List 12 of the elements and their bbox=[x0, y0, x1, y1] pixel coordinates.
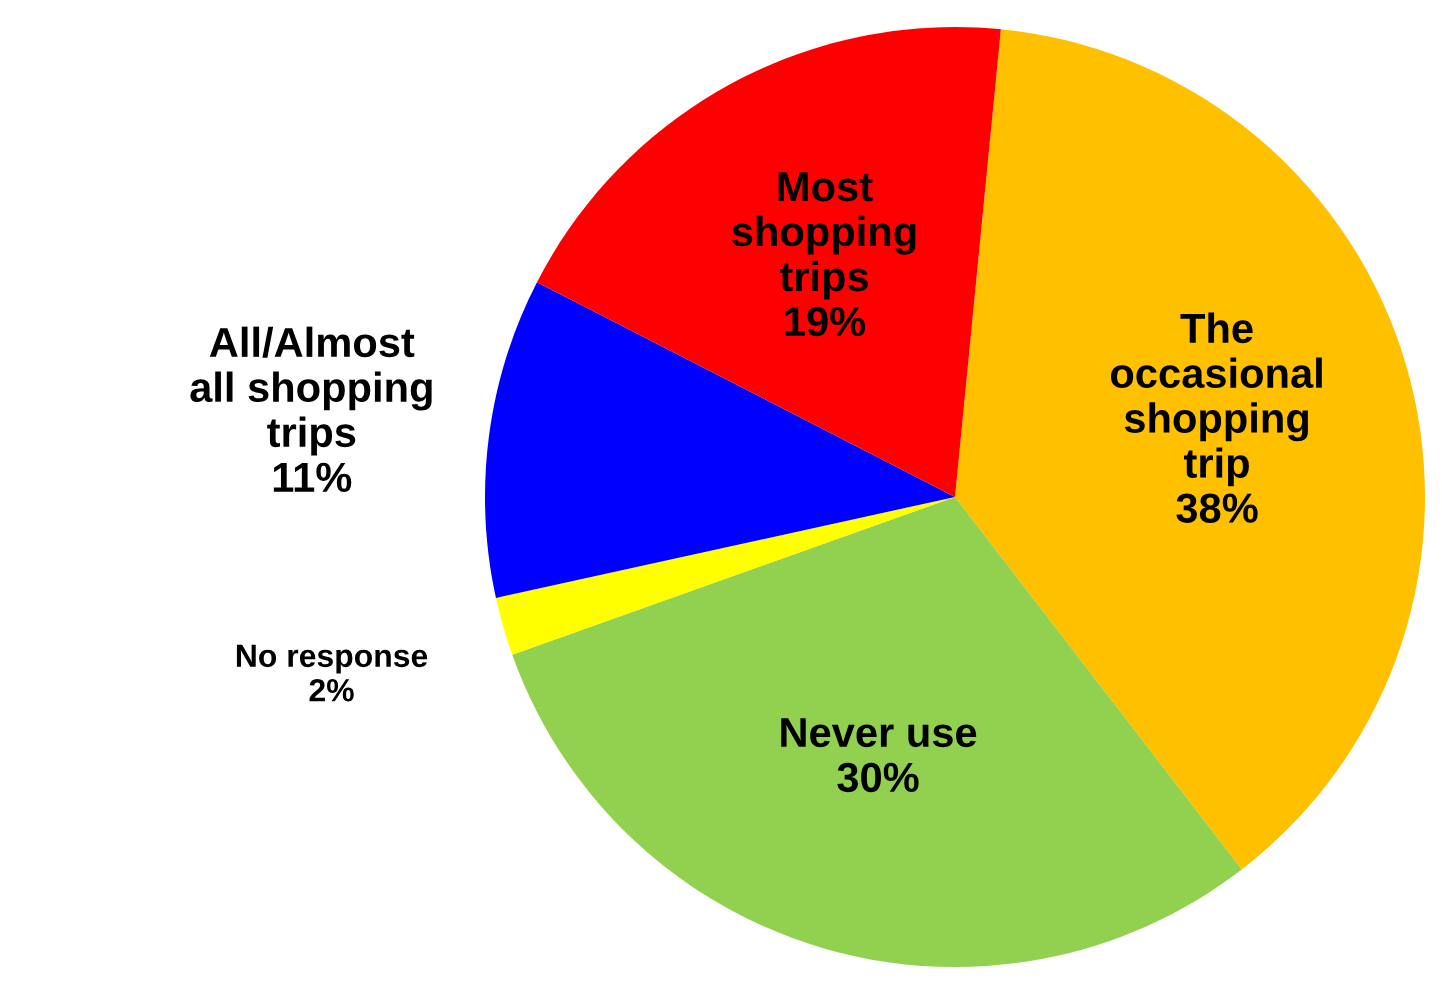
data-label: 11% bbox=[273, 462, 352, 492]
data-label: 19% bbox=[785, 306, 866, 337]
slice-label: All/Almost all shopping trips bbox=[190, 326, 432, 456]
slice-label: Never use bbox=[781, 718, 977, 748]
pie-slice bbox=[536, 27, 1001, 497]
data-label: 2% bbox=[309, 678, 354, 702]
slice-label: No response bbox=[236, 644, 428, 674]
slice-label: The occasional shopping trip bbox=[1110, 312, 1322, 487]
slice-label: Most shopping trips bbox=[732, 172, 916, 300]
data-label: 38% bbox=[1176, 493, 1258, 523]
pie-slice bbox=[495, 497, 955, 655]
data-label: 30% bbox=[837, 762, 919, 793]
